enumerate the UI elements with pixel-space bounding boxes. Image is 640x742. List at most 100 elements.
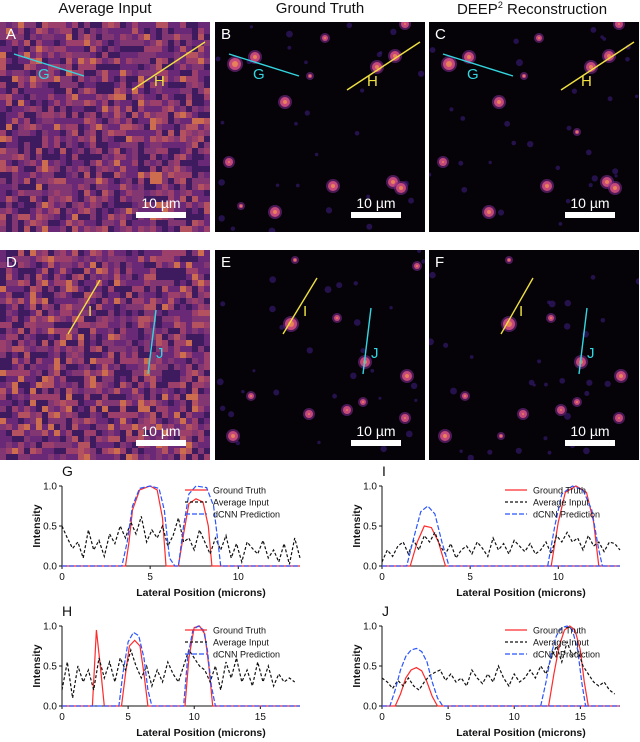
faint-spot <box>350 372 357 380</box>
noise-pixel <box>90 322 96 328</box>
noise-pixel <box>12 394 18 400</box>
noise-pixel <box>150 190 156 196</box>
noise-pixel <box>174 262 180 268</box>
noise-pixel <box>30 406 36 412</box>
noise-pixel <box>24 148 30 154</box>
noise-pixel <box>114 310 120 316</box>
noise-pixel <box>30 220 36 226</box>
noise-pixel <box>180 298 186 304</box>
bead-core <box>404 23 406 25</box>
noise-pixel <box>198 424 204 430</box>
noise-pixel <box>6 256 12 262</box>
noise-pixel <box>18 412 24 418</box>
noise-pixel <box>108 430 114 436</box>
noise-pixel <box>162 46 168 52</box>
noise-pixel <box>204 412 210 418</box>
noise-pixel <box>180 40 186 46</box>
noise-pixel <box>6 76 12 82</box>
noise-pixel <box>180 226 186 232</box>
noise-pixel <box>174 64 180 70</box>
noise-pixel <box>54 226 60 232</box>
noise-pixel <box>162 220 168 226</box>
noise-pixel <box>72 190 78 196</box>
noise-pixel <box>180 34 186 40</box>
noise-pixel <box>150 166 156 172</box>
noise-pixel <box>6 394 12 400</box>
noise-pixel <box>84 412 90 418</box>
noise-pixel <box>162 106 168 112</box>
noise-pixel <box>72 124 78 130</box>
noise-pixel <box>12 106 18 112</box>
noise-pixel <box>72 160 78 166</box>
noise-pixel <box>204 136 210 142</box>
noise-pixel <box>48 394 54 400</box>
noise-pixel <box>18 424 24 430</box>
noise-pixel <box>6 136 12 142</box>
noise-pixel <box>72 454 78 460</box>
noise-pixel <box>114 316 120 322</box>
faint-spot <box>497 209 505 216</box>
noise-pixel <box>90 448 96 454</box>
noise-pixel <box>72 340 78 346</box>
noise-pixel <box>186 166 192 172</box>
noise-pixel <box>42 208 48 214</box>
noise-pixel <box>204 430 210 436</box>
noise-pixel <box>24 94 30 100</box>
noise-pixel <box>18 268 24 274</box>
noise-pixel <box>186 64 192 70</box>
noise-pixel <box>42 436 48 442</box>
bead-core <box>362 401 364 403</box>
noise-pixel <box>156 412 162 418</box>
noise-pixel <box>120 388 126 394</box>
noise-pixel <box>108 220 114 226</box>
noise-pixel <box>114 40 120 46</box>
noise-pixel <box>192 400 198 406</box>
noise-pixel <box>84 178 90 184</box>
noise-pixel <box>162 22 168 28</box>
noise-pixel <box>96 118 102 124</box>
noise-pixel <box>24 100 30 106</box>
noise-pixel <box>12 322 18 328</box>
noise-pixel <box>150 52 156 58</box>
noise-pixel <box>102 148 108 154</box>
noise-pixel <box>162 292 168 298</box>
noise-pixel <box>192 412 198 418</box>
noise-pixel <box>114 274 120 280</box>
noise-pixel <box>54 208 60 214</box>
noise-pixel <box>174 250 180 256</box>
noise-pixel <box>108 262 114 268</box>
noise-pixel <box>18 226 24 232</box>
noise-pixel <box>132 178 138 184</box>
noise-pixel <box>180 160 186 166</box>
noise-pixel <box>156 226 162 232</box>
noise-pixel <box>132 334 138 340</box>
noise-pixel <box>102 208 108 214</box>
noise-pixel <box>84 112 90 118</box>
noise-pixel <box>144 142 150 148</box>
noise-pixel <box>192 370 198 376</box>
noise-pixel <box>48 28 54 34</box>
bead-core <box>443 434 447 438</box>
noise-pixel <box>114 112 120 118</box>
noise-pixel <box>108 118 114 124</box>
noise-pixel <box>102 310 108 316</box>
noise-pixel <box>108 454 114 460</box>
noise-pixel <box>0 412 6 418</box>
noise-pixel <box>42 214 48 220</box>
noise-pixel <box>42 136 48 142</box>
noise-pixel <box>126 436 132 442</box>
faint-spot <box>346 22 353 29</box>
noise-pixel <box>192 358 198 364</box>
noise-pixel <box>24 334 30 340</box>
noise-pixel <box>114 406 120 412</box>
noise-pixel <box>204 94 210 100</box>
noise-pixel <box>30 352 36 358</box>
noise-pixel <box>120 22 126 28</box>
noise-pixel <box>72 100 78 106</box>
noise-pixel <box>54 214 60 220</box>
noise-pixel <box>42 226 48 232</box>
noise-pixel <box>198 178 204 184</box>
noise-pixel <box>186 130 192 136</box>
noise-pixel <box>192 178 198 184</box>
noise-pixel <box>84 136 90 142</box>
